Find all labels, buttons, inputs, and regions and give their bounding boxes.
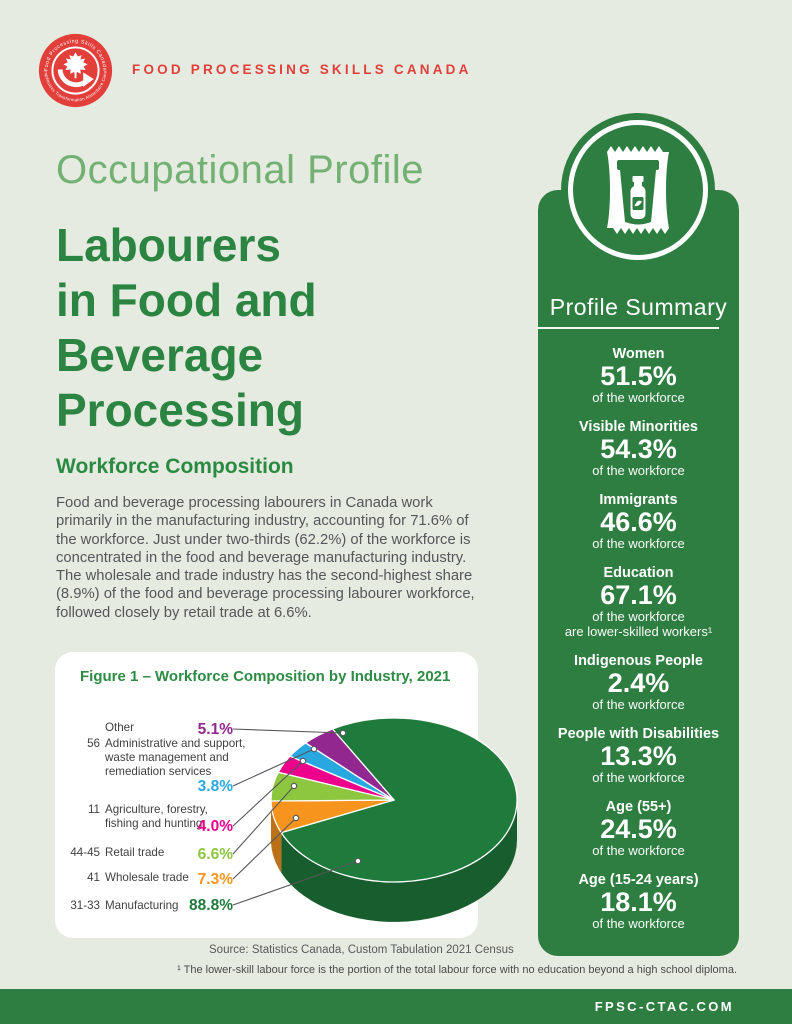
arrow-head-icon	[83, 72, 94, 87]
leader-dot	[339, 729, 347, 737]
leader-dot	[299, 757, 307, 765]
legend-percent: 7.3%	[197, 871, 233, 888]
sidebar-title-underline	[538, 327, 719, 329]
legend-label: Other	[105, 721, 134, 734]
leader-line	[232, 860, 359, 906]
chart-legend: Other 5.1% 56 Administrative and support, w…	[55, 652, 478, 938]
stat-block: Women 51.5% of the workforce	[538, 346, 739, 405]
legend-percent: 3.8%	[197, 778, 233, 795]
stat-block: Indigenous People 2.4% of the workforce	[538, 653, 739, 712]
stat-value: 24.5%	[600, 814, 677, 844]
stat-value: 2.4%	[607, 668, 670, 698]
stat-subtext: of the workforce	[592, 916, 685, 931]
figure-card: Figure 1 – Workforce Composition by Indu…	[55, 652, 518, 938]
circle-ring	[568, 120, 708, 260]
leader-dot	[310, 745, 318, 753]
body-paragraph: Food and beverage processing labourers i…	[56, 495, 475, 621]
pie-slice	[281, 800, 517, 922]
legend-naics-code: 41	[87, 871, 100, 884]
footer-bar: FPSC-CTAC.COM	[0, 989, 792, 1024]
legend-percent: 4.0%	[197, 818, 233, 835]
stat-value: 13.3%	[600, 741, 677, 771]
kicker-occupational-profile: Occupational Profile	[56, 148, 424, 192]
stat-subtext: of the workforce	[592, 390, 685, 405]
fpsc-seal-logo-icon: Food Processing Skills Canada Compétence…	[38, 33, 113, 108]
stat-value: 67.1%	[600, 580, 677, 610]
stat-label: Visible Minorities	[579, 419, 698, 435]
stat-label: People with Disabilities	[557, 726, 720, 742]
footnote: ¹ The lower-skill labour force is the po…	[177, 964, 737, 976]
stat-subtext: of the workforce	[592, 843, 685, 858]
leader-dot	[354, 857, 362, 865]
legend-percent: 5.1%	[197, 721, 233, 738]
stat-block: Immigrants 46.6% of the workforce	[538, 492, 739, 551]
stat-subtext: are lower-skilled workers¹	[564, 624, 713, 639]
page-title: Labourers in Food and Beverage Processin…	[56, 219, 317, 436]
figure-title: Figure 1 – Workforce Composition by Indu…	[80, 668, 451, 685]
pie-slice	[305, 728, 395, 801]
stat-value: 54.3%	[600, 434, 677, 464]
footer-url[interactable]: FPSC-CTAC.COM	[594, 999, 734, 1014]
section-heading-workforce-composition: Workforce Composition	[56, 455, 294, 478]
stats-list: Women 51.5% of the workforce Visible Minori…	[538, 346, 739, 945]
stat-subtext: of the workforce	[592, 697, 685, 712]
stat-block: Visible Minorities 54.3% of the workforce	[538, 419, 739, 478]
leader-line	[232, 760, 304, 827]
sidebar-title: Profile Summary	[549, 294, 728, 320]
stat-label: Age (55+)	[605, 799, 672, 815]
stat-subtext: of the workforce	[592, 609, 685, 624]
legend-label: Retail trade	[105, 846, 165, 859]
stat-block: Education 67.1% of the workforce are lower-…	[538, 565, 739, 639]
pie-chart	[232, 717, 518, 922]
stat-value: 18.1%	[600, 887, 677, 917]
legend-label: Administrative and support, waste manage…	[105, 737, 246, 778]
legend-percent: 88.8%	[189, 897, 233, 914]
leader-line	[232, 748, 315, 787]
brand-title: FOOD PROCESSING SKILLS CANADA	[132, 62, 472, 77]
stat-label: Indigenous People	[574, 653, 703, 669]
legend-naics-code: 31-33	[70, 899, 100, 912]
legend-naics-code: 44-45	[70, 846, 100, 859]
pie-slice	[280, 717, 518, 883]
sidebar-icon-circle	[561, 113, 715, 267]
stat-block: People with Disabilities 13.3% of the work…	[538, 726, 739, 785]
stat-subtext: of the workforce	[592, 463, 685, 478]
leader-dot	[292, 814, 300, 822]
stat-value: 51.5%	[600, 361, 677, 391]
legend-label: Manufacturing	[105, 899, 179, 912]
leader-dot	[290, 782, 298, 790]
stat-label: Immigrants	[599, 492, 678, 508]
maple-leaf-icon	[63, 52, 88, 79]
leader-line	[232, 817, 297, 880]
source-note: Source: Statistics Canada, Custom Tabula…	[209, 944, 514, 956]
stat-block: Age (55+) 24.5% of the workforce	[538, 799, 739, 858]
stat-block: Age (15-24 years) 18.1% of the workforce	[538, 872, 739, 931]
profile-summary-panel: Profile Summary Women 51.5% of the workfor…	[538, 190, 739, 956]
stat-label: Education	[603, 565, 674, 581]
stat-subtext: of the workforce	[592, 770, 685, 785]
legend-label: Agriculture, forestry, fishing and hunti…	[105, 803, 208, 830]
legend-naics-code: 11	[87, 803, 100, 816]
leader-line	[232, 785, 295, 855]
stat-subtext: of the workforce	[592, 536, 685, 551]
legend-naics-code: 56	[87, 737, 100, 750]
stat-value: 46.6%	[600, 507, 677, 537]
stat-label: Age (15-24 years)	[578, 872, 699, 888]
arrow-icon	[57, 69, 88, 88]
leader-line	[232, 728, 344, 734]
stat-label: Women	[612, 346, 665, 362]
legend-label: Wholesale trade	[105, 871, 189, 884]
legend-percent: 6.6%	[197, 846, 233, 863]
